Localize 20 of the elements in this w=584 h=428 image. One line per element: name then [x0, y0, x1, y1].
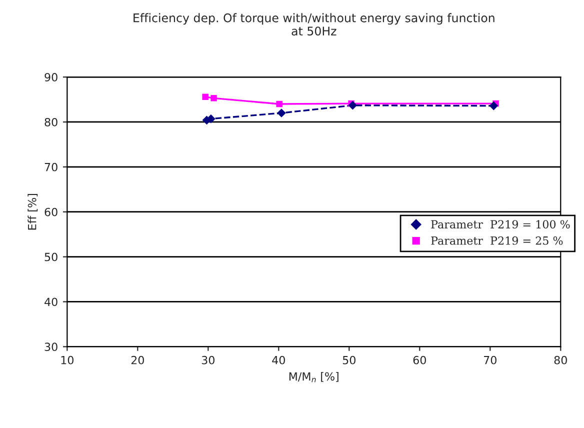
x-axis-title: M/M$_{n}$ [%]: [289, 372, 338, 382]
legend-label: Parametr P219 = 100 %: [431, 220, 570, 228]
y-tick-label: 90: [44, 73, 58, 82]
x-tick-label: 60: [413, 356, 426, 364]
x-tick-label: 70: [484, 356, 496, 364]
x-tick-label: 50: [342, 356, 356, 364]
x-tick-label: 80: [554, 356, 567, 364]
x-tick-label: 40: [272, 356, 285, 364]
legend-label: Parametr P219 = 25 %: [431, 236, 563, 245]
y-tick-label: 50: [44, 252, 58, 262]
chart-title: Efficiency dep. Of torque with/without energy saving function at 50Hz: [134, 13, 494, 36]
y-tick-label: 40: [44, 298, 58, 306]
x-tick-label: 20: [131, 356, 144, 364]
y-axis-title: Eff [%]: [28, 194, 38, 230]
y-tick-label: 70: [44, 162, 58, 172]
x-tick-label: 30: [202, 356, 214, 364]
y-tick-label: 60: [44, 208, 58, 216]
x-tick-label: 10: [61, 356, 74, 364]
y-tick-label: 30: [44, 342, 58, 352]
y-tick-label: 80: [44, 118, 58, 126]
